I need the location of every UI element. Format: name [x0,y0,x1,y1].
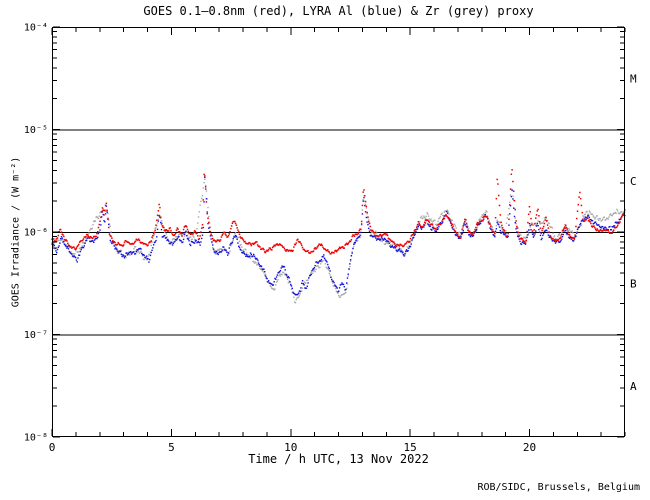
chart-title: GOES 0.1–0.8nm (red), LYRA Al (blue) & Z… [143,4,534,18]
x-tick-label: 5 [168,441,175,454]
x-tick-label: 15 [404,441,417,454]
x-tick-label: 10 [284,441,297,454]
lyra-al-series [51,176,626,296]
x-ticks [51,28,626,436]
x-tick-label: 20 [523,441,536,454]
y-tick-label: 10⁻⁷ [24,330,48,341]
y-ticks [53,26,624,438]
plot-border [52,27,625,437]
y-axis-label: GOES Irradiance / (W m⁻²) [10,156,22,308]
lyra-zr-series [51,178,626,304]
x-tick-label: 0 [49,441,56,454]
flare-class-label: A [630,380,637,393]
flare-class-label: M [630,72,637,85]
y-tick-label: 10⁻⁸ [24,433,48,444]
y-tick-label: 10⁻⁵ [24,125,48,136]
y-tick-label: 10⁻⁶ [24,228,48,239]
x-axis-label: Time / h UTC, 13 Nov 2022 [248,452,429,466]
goes-xray-series [51,169,626,255]
flare-class-label: C [630,175,637,188]
credit-text: ROB/SIDC, Brussels, Belgium [477,482,640,493]
flare-class-label: B [630,277,637,290]
y-tick-label: 10⁻⁴ [24,23,48,34]
